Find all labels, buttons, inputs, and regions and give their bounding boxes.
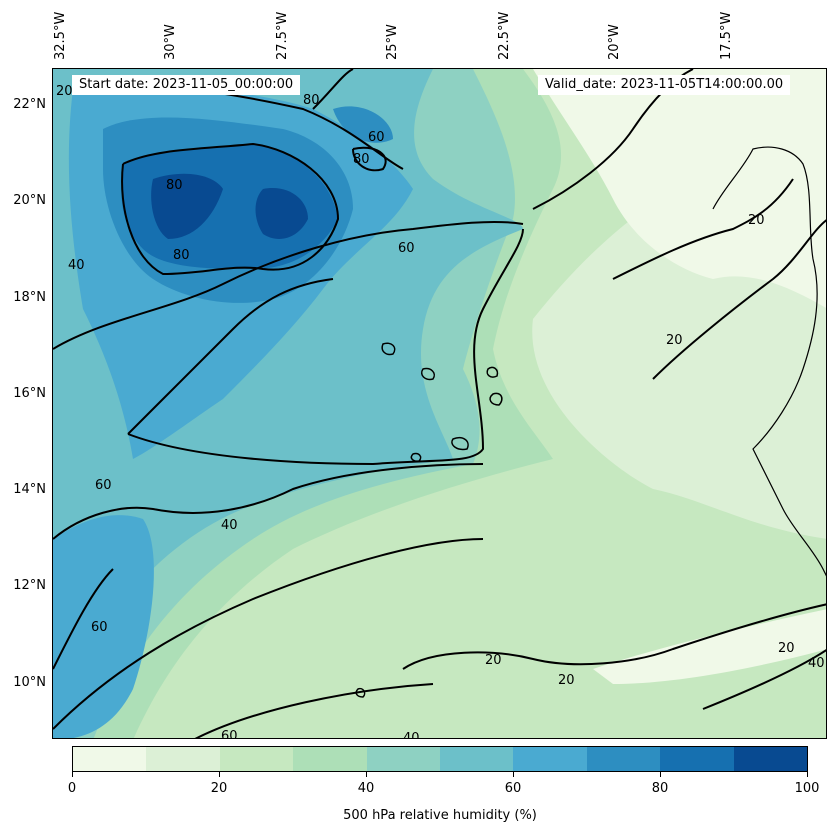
contour-label-group: 20 40 60 80 60 80 80 80 60 20 20 60 40 6… xyxy=(56,84,825,739)
contour-line xyxy=(352,146,387,172)
lon-label: 17.5°W xyxy=(719,11,734,60)
contour-label: 60 xyxy=(95,478,112,493)
lat-label: 10°N xyxy=(13,675,46,690)
contour-label: 20 xyxy=(748,213,765,228)
colorbar-segment xyxy=(586,747,661,771)
contour-label: 60 xyxy=(398,241,415,256)
contour-label: 80 xyxy=(166,178,183,193)
colorbar xyxy=(72,746,808,772)
contour-label: 80 xyxy=(353,152,370,167)
lat-label: 22°N xyxy=(13,97,46,112)
colorbar-tick-label: 20 xyxy=(210,781,228,796)
colorbar-segment xyxy=(733,747,808,771)
humidity-band-60-70 xyxy=(53,515,154,738)
island xyxy=(355,687,366,698)
contour-line xyxy=(194,683,434,738)
contour-label: 40 xyxy=(221,518,238,533)
colorbar-tick-label: 80 xyxy=(651,781,669,796)
contour-label: 60 xyxy=(91,620,108,635)
lat-label: 20°N xyxy=(13,193,46,208)
colorbar-segment xyxy=(513,747,587,771)
island xyxy=(410,452,422,462)
colorbar-tick xyxy=(807,772,808,777)
contour-line xyxy=(702,649,826,710)
contour-label: 80 xyxy=(173,248,190,263)
contour-label: 40 xyxy=(808,656,825,671)
start-date-label: Start date: 2023-11-05_00:00:00 xyxy=(72,75,301,95)
colorbar-tick xyxy=(72,772,73,777)
colorbar-title: 500 hPa relative humidity (%) xyxy=(343,808,537,823)
contour-line xyxy=(612,178,794,280)
lon-label: 20°W xyxy=(607,24,622,60)
lat-label: 14°N xyxy=(13,482,46,497)
contour-lines xyxy=(53,69,826,738)
colorbar-tick xyxy=(513,772,514,777)
contour-label: 40 xyxy=(68,258,85,273)
lon-label: 30°W xyxy=(163,24,178,60)
contour-label: 20 xyxy=(485,653,502,668)
lon-label: 22.5°W xyxy=(497,11,512,60)
contour-label: 40 xyxy=(403,731,420,739)
island xyxy=(486,366,499,378)
colorbar-tick-label: 100 xyxy=(794,781,820,796)
colorbar-tick xyxy=(219,772,220,777)
humidity-band-70-80 xyxy=(333,106,393,143)
lat-label: 18°N xyxy=(13,290,46,305)
contour-label: 20 xyxy=(666,333,683,348)
colorbar-segment xyxy=(660,747,734,771)
islands xyxy=(355,342,503,698)
contour-line xyxy=(127,278,334,435)
lon-label: 25°W xyxy=(385,24,400,60)
humidity-map: 20 40 60 80 60 80 80 80 60 20 20 60 40 6… xyxy=(53,69,826,739)
contour-label: 60 xyxy=(368,130,385,145)
colorbar-tick-label: 40 xyxy=(357,781,375,796)
colorbar-segment xyxy=(219,747,294,771)
island xyxy=(421,367,435,381)
valid-date-label: Valid_date: 2023-11-05T14:00:00.00 xyxy=(538,75,791,95)
contour-line xyxy=(127,228,524,466)
lat-label: 16°N xyxy=(13,386,46,401)
island xyxy=(381,342,396,356)
contour-line xyxy=(53,568,114,670)
colorbar-segment xyxy=(146,747,220,771)
colorbar-tick-label: 0 xyxy=(67,781,77,796)
colorbar-segment xyxy=(293,747,367,771)
lon-label: 32.5°W xyxy=(53,11,68,60)
colorbar-segment xyxy=(366,747,441,771)
colorbar-segment xyxy=(440,747,514,771)
contour-line xyxy=(402,603,826,670)
humidity-band-90-100 xyxy=(151,173,223,239)
humidity-band-0-10 xyxy=(533,69,826,308)
humidity-band-90-100 xyxy=(255,188,308,239)
contour-line xyxy=(652,219,826,380)
colorbar-segment xyxy=(73,747,147,771)
colorbar-tick xyxy=(660,772,661,777)
map-panel: 20 40 60 80 60 80 80 80 60 20 20 60 40 6… xyxy=(52,68,827,739)
contour-label: 20 xyxy=(558,673,575,688)
contour-label: 20 xyxy=(56,84,73,99)
contour-line xyxy=(121,142,340,276)
contour-line xyxy=(53,538,484,730)
coastline xyxy=(712,146,826,577)
colorbar-tick-label: 60 xyxy=(504,781,522,796)
island xyxy=(451,437,469,451)
contour-label: 20 xyxy=(778,641,795,656)
contour-line xyxy=(53,463,484,540)
humidity-band-0-10 xyxy=(593,609,826,684)
lat-label: 12°N xyxy=(13,578,46,593)
contour-label: 60 xyxy=(221,729,238,739)
contour-line xyxy=(312,69,354,110)
contour-line xyxy=(53,220,524,350)
lon-label: 27.5°W xyxy=(275,11,290,60)
island xyxy=(489,392,503,406)
colorbar-tick xyxy=(366,772,367,777)
contour-label: 80 xyxy=(303,93,320,108)
